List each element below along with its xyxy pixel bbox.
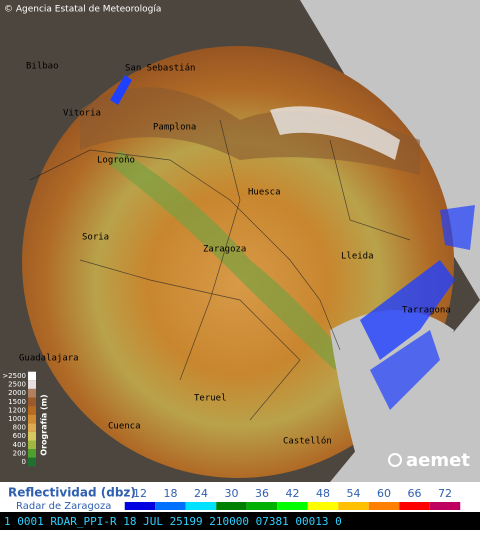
elevation-swatch [28, 406, 36, 415]
elevation-label: 2500 [8, 381, 26, 389]
snow [270, 106, 400, 160]
elevation-swatch [28, 431, 36, 441]
credit: © Agencia Estatal de Meteorología [4, 5, 161, 15]
city-labels: Bilbao San Sebastián Vitoria Pamplona Lo… [19, 62, 451, 447]
city: Pamplona [153, 123, 196, 133]
city: Zaragoza [203, 245, 246, 255]
reflectivity-swatch [155, 502, 186, 510]
city: Lleida [341, 252, 374, 262]
elevation-label: 800 [13, 424, 26, 432]
reflectivity-label: 42 [286, 487, 300, 500]
elevation-label: 400 [13, 441, 26, 449]
reflectivity-swatch [307, 502, 339, 510]
elevation-label: >2500 [2, 372, 26, 380]
status-bar [0, 512, 480, 530]
city: Teruel [194, 394, 227, 404]
reflectivity-swatch [124, 502, 156, 510]
reflectivity-title: Reflectividad (dbz) [8, 486, 136, 500]
elevation-swatch [28, 457, 36, 467]
mountains [80, 87, 420, 175]
reflectivity-label: 30 [225, 487, 239, 500]
city: Vitoria [63, 109, 101, 119]
city: Castellón [283, 436, 332, 447]
elevation-swatch [28, 371, 36, 381]
city: Tarragona [402, 306, 451, 316]
reflectivity-label: 18 [164, 487, 178, 500]
elevation-title: Orografía (m) [40, 394, 49, 455]
ebro-valley [110, 150, 345, 370]
city: Logroño [97, 156, 135, 166]
elevation-label: 1200 [8, 406, 26, 414]
elevation-swatch [28, 380, 36, 389]
status-text: 1 0001 RDAR_PPI-R 18 JUL 25199 210000 07… [4, 515, 342, 528]
reflectivity-label: 48 [316, 487, 330, 500]
elevation-label: 1000 [8, 415, 26, 423]
reflectivity-swatch [338, 502, 369, 510]
city: Guadalajara [19, 354, 79, 364]
elevation-label: 1500 [8, 398, 26, 406]
elevation-label: 200 [13, 449, 26, 457]
reflectivity-label: 60 [377, 487, 391, 500]
elevation-swatch [28, 449, 36, 458]
reflectivity-label: 72 [438, 487, 452, 500]
city: Huesca [248, 188, 281, 198]
elevation-label: 0 [22, 458, 26, 466]
reflectivity-label: 66 [408, 487, 422, 500]
elevation-swatch [28, 414, 36, 424]
reflectivity-swatch [429, 502, 461, 510]
borders [29, 119, 411, 421]
elevation-label: 600 [13, 432, 26, 440]
reflectivity-label: 54 [347, 487, 361, 500]
reflectivity-swatch [399, 502, 430, 510]
city: Soria [82, 233, 109, 243]
elevation-swatch [28, 423, 36, 432]
reflectivity-swatch [246, 502, 278, 510]
elevation-swatch [28, 388, 36, 398]
reflectivity-label: 12 [133, 487, 147, 500]
reflectivity-swatch [185, 502, 217, 510]
elevation-swatch [28, 440, 36, 450]
elevation-label: 2000 [8, 389, 26, 397]
reflectivity-swatch [277, 502, 308, 510]
elevation-legend: Orografía (m) >2500250020001500120010008… [2, 371, 49, 467]
city: San Sebastián [125, 64, 195, 74]
reflectivity-scale: 12 18 24 30 36 42 48 54 60 66 72 [124, 487, 461, 510]
reflectivity-swatch [216, 502, 247, 510]
city: Cuenca [108, 422, 141, 432]
reflectivity-label: 24 [194, 487, 208, 500]
reflectivity-subtitle: Radar de Zaragoza [16, 501, 111, 512]
logo: aemet [388, 450, 470, 471]
radar-echoes [110, 75, 475, 410]
city: Bilbao [26, 62, 59, 72]
elevation-swatch [28, 397, 36, 407]
reflectivity-label: 36 [255, 487, 269, 500]
logo-text: aemet [406, 450, 470, 471]
reflectivity-swatch [368, 502, 400, 510]
